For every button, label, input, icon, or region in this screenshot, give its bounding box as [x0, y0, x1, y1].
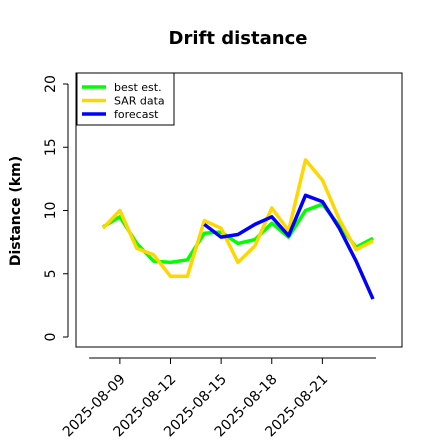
y-tick-label: 15	[43, 138, 59, 156]
legend-label-best-est: best est.	[114, 81, 162, 94]
legend-label-forecast: forecast	[114, 108, 159, 121]
y-tick-label: 5	[43, 269, 59, 278]
y-tick-label: 10	[43, 202, 59, 220]
y-axis: 0 5 10 15 20	[43, 75, 69, 342]
y-axis-label: Distance (km)	[8, 156, 24, 266]
legend-label-sar-data: SAR data	[114, 95, 165, 108]
chart-title: Drift distance	[169, 28, 308, 49]
series-line-sar-data	[101, 158, 374, 279]
series-line-forecast	[203, 193, 375, 300]
plot-area-frame	[75, 72, 403, 348]
y-tick-label: 0	[43, 333, 59, 342]
x-axis: 2025-08-092025-08-122025-08-152025-08-18…	[60, 357, 376, 440]
series-layer	[101, 158, 375, 300]
y-tick-label: 20	[43, 75, 59, 93]
